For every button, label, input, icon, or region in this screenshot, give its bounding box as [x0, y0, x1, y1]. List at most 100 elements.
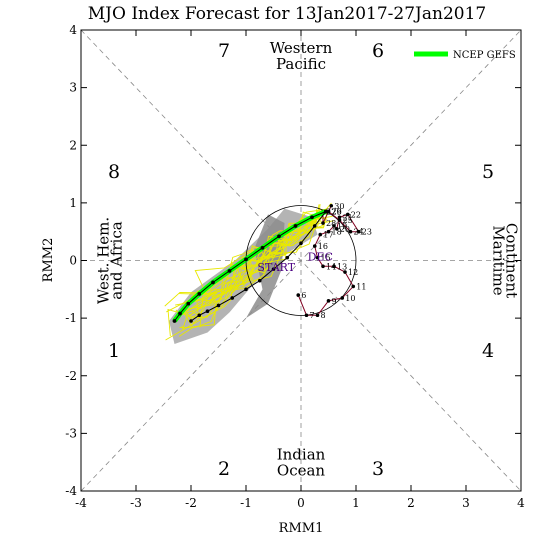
observed-point: [304, 313, 309, 318]
forecast-point: [310, 215, 314, 220]
x-tick-label: 3: [462, 496, 470, 510]
forecast-point: [299, 241, 303, 246]
x-tick-label: 1: [352, 496, 360, 510]
y-tick-label: -1: [65, 311, 77, 325]
observed-point: [326, 229, 331, 234]
observed-point: [337, 215, 342, 220]
forecast-point: [312, 224, 317, 228]
observed-point: [326, 299, 331, 303]
observed-point: [334, 227, 339, 231]
forecast-point: [277, 234, 281, 239]
observed-day-label: 12: [348, 268, 358, 277]
y-tick-label: 3: [69, 81, 77, 95]
observed-day-label: 27: [326, 208, 336, 217]
phase-number: 3: [372, 458, 384, 480]
observed-day-label: 21: [343, 213, 353, 222]
observed-point: [348, 229, 353, 234]
y-tick-label: 0: [69, 254, 77, 268]
ensemble-member-line: [166, 220, 328, 313]
region-label-bottom: Ocean: [277, 461, 326, 479]
observed-day-label: 13: [337, 262, 347, 271]
observed-day-label: 30: [334, 202, 344, 211]
ensemble-member-line: [175, 213, 321, 306]
x-tick-label: -1: [240, 496, 252, 510]
observed-point: [329, 203, 334, 208]
forecast-point: [244, 287, 248, 292]
observed-point: [296, 293, 301, 297]
region-label-bottom: Indian: [277, 445, 326, 463]
observed-day-label: 9: [332, 297, 337, 306]
forecast-point: [172, 319, 177, 323]
phase-number: 6: [372, 40, 384, 62]
forecast-point: [244, 257, 248, 262]
observed-point: [356, 229, 361, 234]
phase-number: 7: [218, 40, 230, 62]
observed-point: [321, 221, 325, 225]
region-label-right: Continent: [503, 223, 521, 298]
observed-day-label: 15: [321, 254, 331, 263]
observed-point: [318, 232, 323, 237]
annotation-label: DEC: [308, 251, 333, 264]
forecast-point: [230, 296, 235, 300]
observed-day-label: 18: [332, 228, 342, 237]
region-label-top: Western: [270, 39, 333, 57]
y-tick-label: 2: [69, 138, 77, 152]
observed-day-label: 22: [351, 210, 361, 219]
observed-day-label: 24: [354, 228, 364, 237]
x-tick-label: -4: [75, 496, 87, 510]
region-label-right: Maritime: [490, 225, 508, 295]
x-tick-label: 4: [517, 496, 525, 510]
observed-point: [343, 270, 347, 274]
observed-day-label: 25: [343, 216, 353, 225]
x-axis-label: RMM1: [279, 521, 324, 536]
observed-point: [315, 313, 320, 318]
region-label-top: Pacific: [276, 55, 326, 73]
observed-day-label: 17: [323, 231, 333, 240]
y-tick-label: -4: [65, 484, 77, 498]
observed-point: [332, 224, 336, 228]
observed-day-label: 10: [345, 294, 355, 303]
forecast-point: [323, 209, 328, 214]
ensemble-member-line: [175, 216, 321, 316]
x-tick-label: 0: [297, 496, 305, 510]
region-label-left: West. Hem.: [95, 217, 113, 304]
observed-day-label: 14: [326, 262, 336, 271]
observed-point: [340, 296, 345, 300]
observed-day-label: 19: [337, 222, 347, 231]
forecast-point: [197, 292, 202, 296]
forecast-point: [205, 309, 210, 314]
phase-number: 2: [218, 458, 230, 480]
forecast-point: [178, 311, 182, 316]
forecast-point: [293, 224, 298, 228]
forecast-point: [189, 319, 193, 323]
forecast-point: [257, 278, 262, 283]
x-tick-label: -2: [185, 496, 197, 510]
y-tick-label: -3: [65, 426, 77, 440]
forecast-point: [285, 255, 290, 260]
ensemble-member-line: [182, 211, 328, 330]
region-label-left: and Africa: [108, 221, 126, 299]
phase-number: 4: [482, 340, 494, 362]
y-tick-label: -2: [65, 369, 77, 383]
y-tick-label: 4: [69, 23, 77, 37]
observed-point: [332, 264, 336, 269]
observed-point: [326, 209, 331, 214]
forecast-point: [227, 269, 232, 273]
forecast-series-line: [174, 211, 326, 322]
observed-day-label: 20: [340, 225, 350, 234]
observed-day-label: 23: [362, 228, 372, 237]
x-tick-label: -3: [130, 496, 142, 510]
observed-point: [351, 284, 356, 289]
observed-day-label: 7: [310, 311, 315, 320]
x-tick-label: 2: [407, 496, 415, 510]
observed-point: [337, 218, 342, 222]
observed-day-label: 6: [301, 291, 306, 300]
ensemble-member-line: [178, 209, 318, 337]
observed-day-label: 29: [332, 208, 342, 217]
observed-point: [321, 264, 325, 269]
observed-point: [315, 255, 320, 260]
forecast-point: [197, 313, 202, 318]
observed-day-label: 8: [321, 311, 326, 320]
